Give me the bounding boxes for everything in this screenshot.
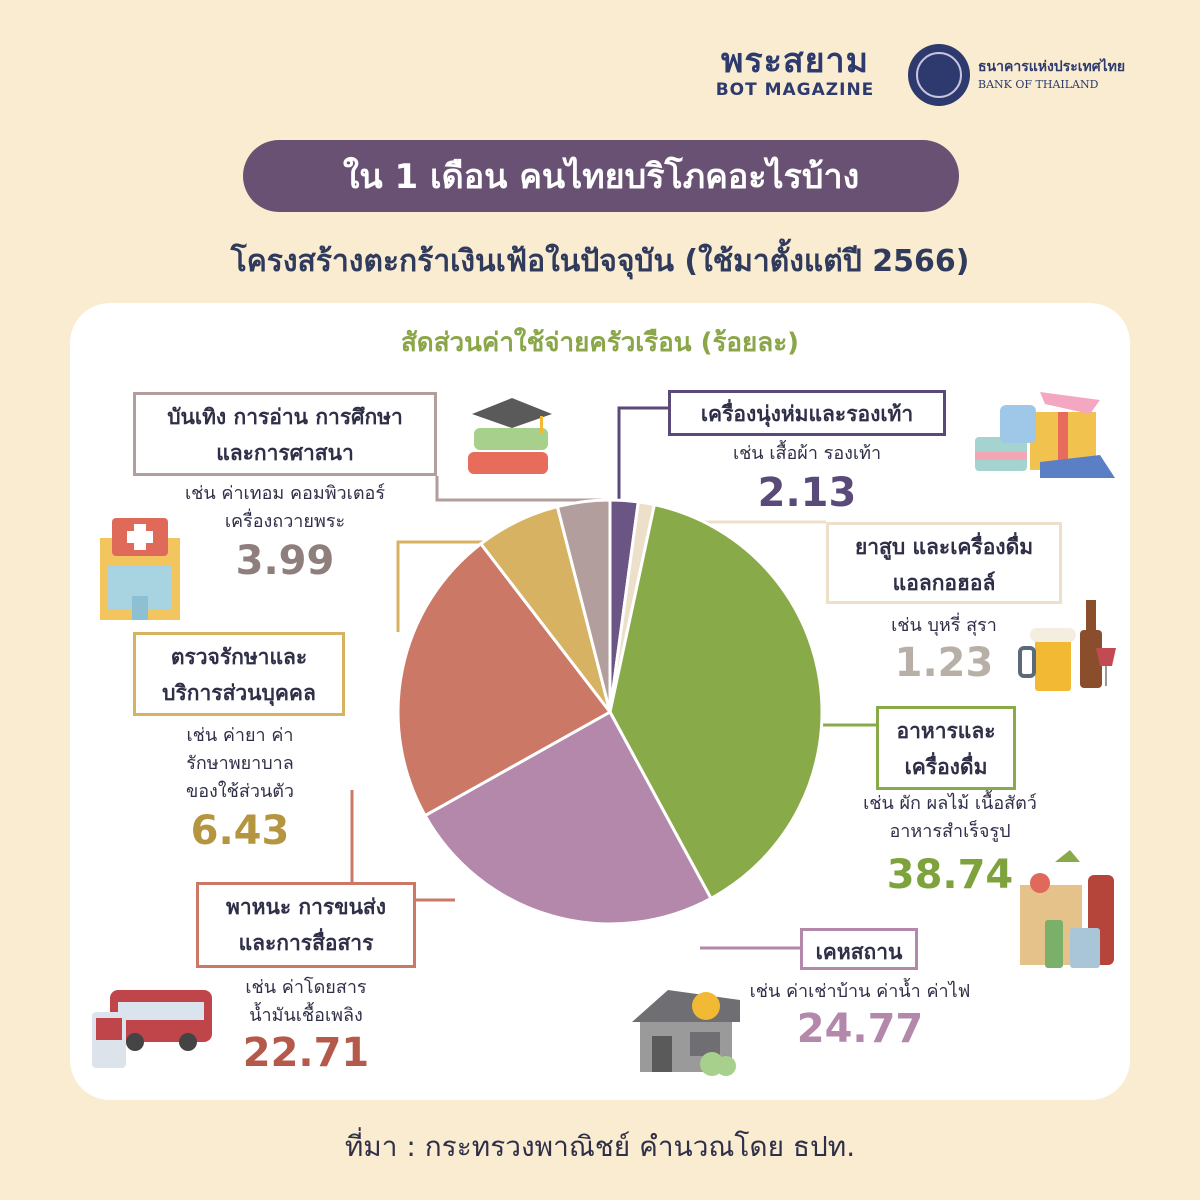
magazine-subtitle: BOT MAGAZINE — [715, 80, 875, 100]
category-value-6: 3.99 — [235, 538, 335, 584]
category-value-2: 38.74 — [886, 852, 1014, 898]
example-line: เช่น ค่าโดยสาร — [245, 977, 367, 998]
category-example-2: เช่น ผัก ผลไม้ เนื้อสัตว์อาหารสำเร็จรูป — [830, 790, 1070, 846]
beer-wine-icon — [1018, 600, 1116, 691]
category-value-5: 6.43 — [190, 808, 290, 854]
category-value-1: 1.23 — [894, 640, 994, 686]
example-line: รักษาพยาบาล — [186, 753, 294, 774]
category-label-line: เครื่องดื่ม — [904, 755, 988, 779]
category-label-line: และการศาสนา — [216, 441, 354, 465]
house-icon — [632, 990, 740, 1076]
example-line: ของใช้ส่วนตัว — [185, 781, 295, 802]
category-label-line: เครื่องนุ่งห่มและรองเท้า — [700, 402, 914, 426]
pie-slice-3 — [423, 709, 714, 926]
example-line: น้ำมันเชื้อเพลิง — [249, 1005, 363, 1026]
magazine-title: พระสยาม — [720, 41, 870, 81]
source-note: ที่มา : กระทรวงพาณิชย์ คำนวณโดย ธปท. — [344, 1130, 856, 1163]
clothes-icon — [975, 392, 1115, 478]
example-line: เช่น บุหรี่ สุรา — [891, 615, 997, 636]
hospital-icon — [100, 518, 180, 620]
books-icon — [468, 398, 552, 474]
example-line: เช่น เสื้อผ้า รองเท้า — [732, 443, 882, 464]
example-line: เช่น ค่ายา ค่า — [186, 725, 294, 746]
category-label-line: และการสื่อสาร — [238, 931, 374, 955]
category-box-5: ตรวจรักษาและบริการส่วนบุคคล — [133, 632, 345, 716]
category-example-4: เช่น ค่าโดยสารน้ำมันเชื้อเพลิง — [216, 974, 396, 1030]
main-title-text: ใน 1 เดือน คนไทยบริโภคอะไรบ้าง — [342, 157, 860, 197]
category-label-line: พาหนะ การขนส่ง — [226, 895, 386, 919]
main-title: ใน 1 เดือน คนไทยบริโภคอะไรบ้าง — [243, 140, 959, 212]
bank-name-thai: ธนาคารแห่งประเทศไทย — [978, 59, 1126, 75]
pie-slice-6 — [555, 498, 612, 713]
example-line: เช่น ผัก ผลไม้ เนื้อสัตว์ — [863, 793, 1037, 814]
category-example-5: เช่น ค่ายา ค่ารักษาพยาบาลของใช้ส่วนตัว — [140, 722, 340, 806]
category-label-line: ยาสูบ และเครื่องดื่ม — [854, 535, 1034, 559]
example-line: เช่น ค่าเช่าบ้าน ค่าน้ำ ค่าไฟ — [749, 981, 971, 1002]
leader-line-0 — [617, 406, 668, 530]
category-value-0: 2.13 — [757, 470, 857, 516]
category-example-0: เช่น เสื้อผ้า รองเท้า — [668, 440, 946, 468]
example-line: เครื่องถวายพระ — [224, 511, 346, 532]
category-box-1: ยาสูบ และเครื่องดื่มแอลกอฮอล์ — [826, 522, 1062, 604]
category-box-3: เคหสถาน — [800, 928, 918, 970]
pie-slice-2 — [608, 502, 824, 901]
category-example-1: เช่น บุหรี่ สุรา — [826, 612, 1062, 640]
category-label-line: ตรวจรักษาและ — [170, 645, 308, 669]
bank-name-english: BANK OF THAILAND — [978, 78, 1099, 91]
example-line: เช่น ค่าเทอม คอมพิวเตอร์ — [185, 483, 385, 504]
bus-icon — [92, 990, 212, 1068]
subtitle: โครงสร้างตะกร้าเงินเฟ้อในปัจจุบัน (ใช้มา… — [230, 244, 970, 279]
category-label-line: บริการส่วนบุคคล — [162, 681, 316, 705]
category-box-4: พาหนะ การขนส่งและการสื่อสาร — [196, 882, 416, 968]
category-example-3: เช่น ค่าเช่าบ้าน ค่าน้ำ ค่าไฟ — [700, 978, 1020, 1006]
category-box-6: บันเทิง การอ่าน การศึกษาและการศาสนา — [133, 392, 437, 476]
category-value-4: 22.71 — [242, 1030, 370, 1076]
category-label-line: อาหารและ — [896, 719, 996, 743]
category-box-2: อาหารและเครื่องดื่ม — [876, 706, 1016, 790]
pie-slice-4 — [396, 541, 613, 818]
example-line: อาหารสำเร็จรูป — [889, 821, 1011, 842]
grocery-icon — [1020, 850, 1114, 968]
category-label-line: เคหสถาน — [815, 940, 903, 964]
category-label-line: บันเทิง การอ่าน การศึกษา — [167, 405, 403, 429]
chart-title: สัดส่วนค่าใช้จ่ายครัวเรือน (ร้อยละ) — [400, 328, 800, 358]
bank-seal-ring — [916, 52, 962, 98]
category-example-6: เช่น ค่าเทอม คอมพิวเตอร์เครื่องถวายพระ — [150, 480, 420, 536]
category-value-3: 24.77 — [796, 1006, 924, 1052]
category-box-0: เครื่องนุ่งห่มและรองเท้า — [668, 390, 946, 436]
category-label-line: แอลกอฮอล์ — [892, 571, 996, 595]
